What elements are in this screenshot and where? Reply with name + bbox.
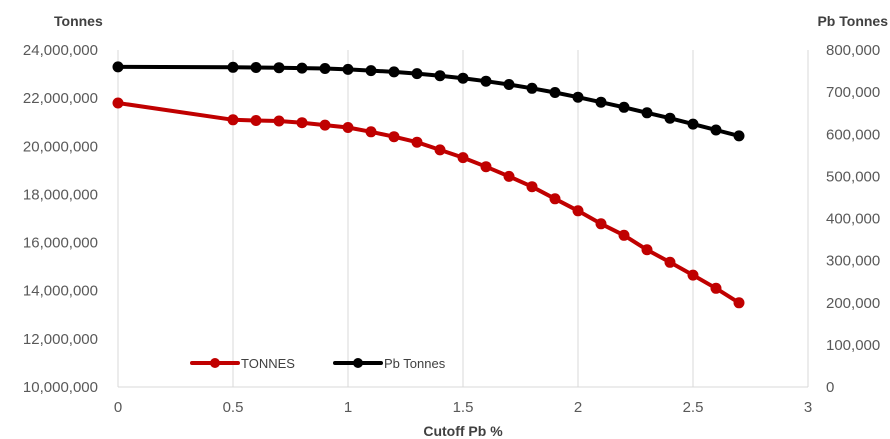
- data-point-pb-tonnes[interactable]: [733, 130, 745, 142]
- data-point-tonnes[interactable]: [112, 97, 124, 109]
- y-left-tick-label: 18,000,000: [23, 186, 98, 203]
- data-point-pb-tonnes[interactable]: [710, 124, 722, 136]
- y-left-tick-label: 24,000,000: [23, 42, 98, 59]
- data-point-tonnes[interactable]: [618, 229, 630, 241]
- y-right-tick-label: 400,000: [826, 211, 880, 228]
- data-point-tonnes[interactable]: [296, 117, 308, 129]
- data-point-pb-tonnes[interactable]: [687, 118, 699, 130]
- legend-label-tonnes: TONNES: [241, 356, 295, 371]
- data-point-tonnes[interactable]: [710, 282, 722, 294]
- x-axis-title: Cutoff Pb %: [423, 423, 503, 439]
- data-point-tonnes[interactable]: [526, 181, 538, 193]
- data-point-pb-tonnes[interactable]: [411, 68, 423, 80]
- y-right-tick-label: 600,000: [826, 126, 880, 143]
- data-point-tonnes[interactable]: [388, 131, 400, 143]
- y-right-tick-label: 800,000: [826, 42, 880, 59]
- data-point-pb-tonnes[interactable]: [342, 63, 354, 75]
- y-left-tick-label: 20,000,000: [23, 138, 98, 155]
- y-left-tick-label: 14,000,000: [23, 283, 98, 300]
- series-line-tonnes: [116, 101, 741, 305]
- x-tick-label: 2.5: [683, 399, 704, 416]
- data-point-tonnes[interactable]: [342, 122, 354, 133]
- data-point-tonnes[interactable]: [664, 256, 676, 268]
- data-point-pb-tonnes[interactable]: [503, 79, 515, 90]
- y-left-tick-label: 22,000,000: [23, 90, 98, 107]
- y-left-tick-label: 12,000,000: [23, 331, 98, 348]
- data-point-tonnes[interactable]: [595, 218, 607, 230]
- data-point-pb-tonnes[interactable]: [618, 101, 630, 113]
- y-right-tick-label: 500,000: [826, 168, 880, 185]
- data-point-tonnes[interactable]: [319, 119, 331, 131]
- data-point-tonnes[interactable]: [733, 297, 745, 309]
- data-point-pb-tonnes[interactable]: [549, 87, 561, 98]
- x-tick-label: 1.5: [453, 399, 474, 416]
- left-axis-title: Tonnes: [54, 13, 103, 29]
- x-tick-label: 0.5: [223, 399, 244, 416]
- data-point-tonnes[interactable]: [250, 115, 262, 126]
- data-point-tonnes[interactable]: [457, 152, 469, 164]
- data-point-tonnes[interactable]: [641, 244, 653, 256]
- x-tick-label: 0: [114, 399, 122, 416]
- data-point-pb-tonnes[interactable]: [388, 66, 400, 78]
- y-right-tick-label: 700,000: [826, 84, 880, 101]
- data-point-pb-tonnes[interactable]: [595, 96, 607, 108]
- data-point-tonnes[interactable]: [227, 114, 239, 126]
- x-tick-label: 3: [804, 399, 812, 416]
- data-point-pb-tonnes[interactable]: [319, 63, 331, 74]
- data-point-tonnes[interactable]: [365, 126, 377, 138]
- data-point-pb-tonnes[interactable]: [641, 107, 653, 119]
- y-right-tick-label: 100,000: [826, 337, 880, 354]
- legend-marker-pb-tonnes: [353, 358, 363, 368]
- data-point-pb-tonnes[interactable]: [526, 82, 538, 94]
- data-point-tonnes[interactable]: [503, 170, 515, 182]
- data-point-pb-tonnes[interactable]: [572, 91, 584, 103]
- x-tick-label: 1: [344, 399, 352, 416]
- y-right-tick-label: 200,000: [826, 295, 880, 312]
- data-point-pb-tonnes[interactable]: [227, 61, 239, 73]
- data-point-pb-tonnes[interactable]: [112, 61, 124, 73]
- tick-labels: 0 0.5 1 1.5 2 2.5 3 10,000,000 12,000,000 14,000,…: [23, 42, 880, 416]
- right-axis-title: Pb Tonnes: [817, 13, 888, 29]
- legend-label-pb-tonnes: Pb Tonnes: [384, 356, 446, 371]
- data-point-tonnes[interactable]: [687, 269, 699, 281]
- data-point-pb-tonnes[interactable]: [457, 72, 469, 84]
- data-point-tonnes[interactable]: [572, 205, 584, 217]
- data-point-pb-tonnes[interactable]: [273, 62, 285, 74]
- y-right-tick-label: 300,000: [826, 253, 880, 270]
- legend-item-tonnes[interactable]: TONNES: [190, 356, 295, 371]
- y-right-tick-label: 0: [826, 379, 834, 396]
- data-point-tonnes[interactable]: [480, 161, 492, 173]
- data-point-pb-tonnes[interactable]: [664, 112, 676, 124]
- data-point-pb-tonnes[interactable]: [296, 62, 308, 74]
- data-point-tonnes[interactable]: [273, 115, 285, 127]
- data-point-tonnes[interactable]: [434, 144, 446, 156]
- y-left-tick-label: 10,000,000: [23, 379, 98, 396]
- legend-marker-tonnes: [210, 358, 220, 368]
- series-tonnes: [112, 97, 745, 309]
- data-point-pb-tonnes[interactable]: [365, 65, 377, 77]
- data-point-pb-tonnes[interactable]: [250, 62, 262, 73]
- legend: TONNES Pb Tonnes: [190, 356, 446, 371]
- data-point-pb-tonnes[interactable]: [480, 75, 492, 87]
- series-pb-tonnes: [112, 61, 745, 142]
- series-line-pb-tonnes: [116, 64, 741, 138]
- data-point-tonnes[interactable]: [411, 136, 423, 148]
- legend-item-pb-tonnes[interactable]: Pb Tonnes: [333, 356, 446, 371]
- data-point-tonnes[interactable]: [549, 193, 561, 205]
- data-point-pb-tonnes[interactable]: [434, 70, 446, 82]
- grid: [117, 50, 809, 387]
- y-left-tick-label: 16,000,000: [23, 235, 98, 252]
- series-layer: [112, 61, 745, 309]
- x-tick-label: 2: [574, 399, 582, 416]
